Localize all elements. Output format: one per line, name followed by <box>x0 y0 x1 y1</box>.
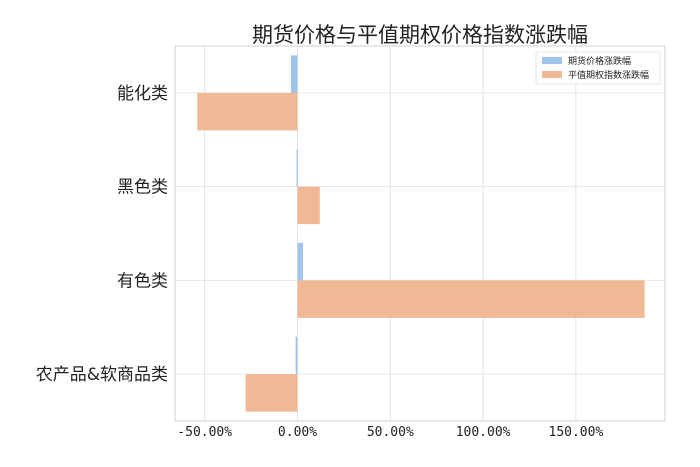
bar <box>297 186 320 225</box>
x-tick-label: -50.00% <box>177 425 232 440</box>
bar <box>295 336 298 375</box>
bar <box>296 149 298 187</box>
legend: 期货价格涨跌幅 平值期权指数涨跌幅 <box>535 51 661 85</box>
bars <box>197 55 645 412</box>
x-tick-label: 0.00% <box>278 425 317 440</box>
bar <box>245 374 298 412</box>
category-label: 农产品&软商品类 <box>36 365 168 385</box>
plot-area <box>174 45 666 422</box>
bar <box>197 92 298 131</box>
category-label: 黑色类 <box>117 178 168 198</box>
category-label: 有色类 <box>117 271 168 291</box>
x-tick-label: 150.00% <box>549 425 604 440</box>
bar <box>297 242 304 281</box>
legend-label: 平值期权指数涨跌幅 <box>568 69 649 81</box>
bar <box>291 55 298 93</box>
legend-swatch <box>542 71 562 78</box>
x-tick-label: 100.00% <box>456 425 511 440</box>
legend-box <box>535 51 661 85</box>
legend-label: 期货价格涨跌幅 <box>568 55 631 67</box>
chart-title: 期货价格与平值期权价格指数涨跌幅 <box>252 23 588 47</box>
legend-swatch <box>542 57 562 64</box>
category-label: 能化类 <box>117 84 168 104</box>
x-tick-label: 50.00% <box>367 425 414 440</box>
bar <box>297 280 645 318</box>
x-tick-labels: -50.00% 0.00% 50.00% 100.00% 150.00% <box>177 425 603 440</box>
